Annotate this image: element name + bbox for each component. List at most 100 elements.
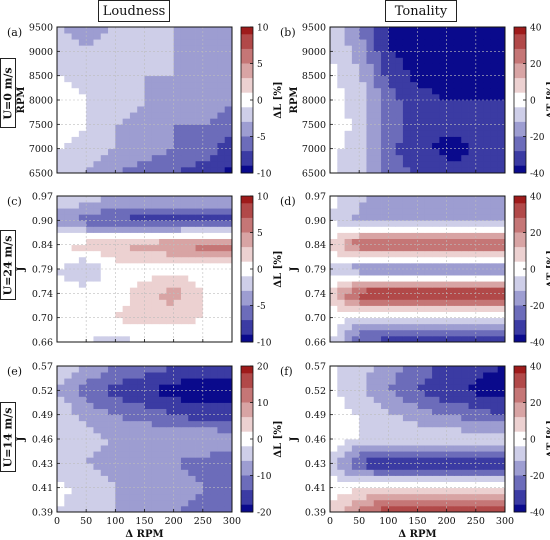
colorbar-segment bbox=[514, 261, 526, 270]
heatmap-cell bbox=[453, 214, 462, 221]
heatmap-cell bbox=[188, 208, 196, 215]
heatmap-cell bbox=[64, 493, 72, 501]
heatmap-cell bbox=[402, 33, 411, 40]
colorbar-segment bbox=[241, 269, 253, 277]
heatmap-cell bbox=[373, 402, 382, 409]
heatmap-cell bbox=[122, 208, 131, 215]
heatmap-cell bbox=[129, 323, 138, 331]
heatmap-cell bbox=[57, 493, 65, 501]
heatmap-cell bbox=[381, 487, 389, 495]
heatmap-cell bbox=[330, 487, 338, 495]
heatmap-cell bbox=[446, 408, 455, 416]
heatmap-cell bbox=[144, 329, 153, 337]
heatmap-cell bbox=[86, 505, 94, 513]
heatmap-cell bbox=[166, 81, 175, 89]
heatmap-cell bbox=[129, 487, 138, 495]
heatmap-cell bbox=[195, 329, 204, 337]
heatmap-cell bbox=[180, 402, 189, 409]
heatmap-cell bbox=[330, 469, 338, 476]
heatmap-cell bbox=[424, 499, 433, 507]
heatmap-cell bbox=[330, 93, 338, 101]
heatmap-cell bbox=[137, 256, 145, 264]
heatmap-cell bbox=[461, 463, 469, 470]
heatmap-cell bbox=[366, 63, 375, 70]
heatmap-cell bbox=[497, 305, 506, 312]
heatmap-cell bbox=[366, 299, 375, 306]
heatmap-cell bbox=[122, 487, 131, 495]
heatmap-cell bbox=[108, 445, 116, 452]
y-tick-label: 9500 bbox=[29, 23, 53, 34]
heatmap-cell bbox=[115, 299, 124, 306]
heatmap-cell bbox=[395, 505, 404, 513]
heatmap-cell bbox=[115, 475, 124, 482]
heatmap-cell bbox=[93, 106, 102, 113]
heatmap-cell bbox=[64, 390, 72, 397]
heatmap-cell bbox=[115, 130, 124, 137]
heatmap-cell bbox=[166, 238, 175, 246]
heatmap-cell bbox=[330, 130, 338, 137]
heatmap-cell bbox=[93, 372, 102, 379]
heatmap-cell bbox=[337, 112, 345, 119]
heatmap-cell bbox=[115, 208, 124, 215]
heatmap-cell bbox=[432, 63, 440, 70]
heatmap-cell bbox=[210, 384, 218, 391]
heatmap-cell bbox=[159, 244, 167, 252]
heatmap-cell bbox=[439, 269, 448, 276]
heatmap-cell bbox=[151, 396, 160, 403]
heatmap-cell bbox=[461, 287, 469, 294]
heatmap-cell bbox=[337, 160, 345, 168]
heatmap-cell bbox=[424, 202, 433, 209]
panel-letter: (b) bbox=[280, 26, 296, 39]
heatmap-cell bbox=[224, 323, 233, 331]
colorbar-segment bbox=[514, 27, 526, 35]
heatmap-cell bbox=[453, 305, 462, 312]
colorbar-segment bbox=[241, 312, 253, 321]
heatmap-cell bbox=[359, 487, 367, 495]
heatmap-cell bbox=[137, 329, 145, 337]
heatmap-cell bbox=[93, 463, 102, 470]
heatmap-cell bbox=[432, 238, 440, 246]
heatmap-cell bbox=[210, 214, 218, 221]
heatmap-cell bbox=[180, 451, 189, 458]
heatmap-cell bbox=[122, 408, 131, 416]
heatmap-cell bbox=[366, 275, 375, 282]
heatmap-cell bbox=[424, 160, 433, 168]
heatmap-cell bbox=[137, 118, 145, 125]
heatmap-cell bbox=[337, 142, 345, 150]
heatmap-cell bbox=[351, 148, 360, 156]
heatmap-cell bbox=[475, 57, 484, 64]
heatmap-cell bbox=[210, 505, 218, 513]
heatmap-cell bbox=[366, 481, 375, 489]
heatmap-cell bbox=[144, 299, 153, 306]
heatmap-cell bbox=[151, 299, 160, 306]
heatmap-cell bbox=[359, 366, 367, 373]
heatmap-cell bbox=[402, 51, 411, 58]
heatmap-cell bbox=[497, 63, 506, 70]
heatmap-cell bbox=[417, 226, 426, 233]
heatmap-cell bbox=[395, 63, 404, 70]
heatmap-cell bbox=[129, 69, 138, 77]
heatmap-cell bbox=[64, 226, 72, 233]
heatmap-cell bbox=[100, 420, 109, 428]
panel-1 bbox=[329, 26, 527, 174]
heatmap-cell bbox=[224, 372, 233, 379]
heatmap-cell bbox=[173, 372, 182, 379]
heatmap-cell bbox=[424, 106, 433, 113]
x-axis-label: Δ RPM bbox=[125, 529, 163, 540]
heatmap-cell bbox=[402, 244, 411, 252]
heatmap-cell bbox=[344, 414, 353, 422]
heatmap-cell bbox=[71, 27, 80, 34]
heatmap-cell bbox=[151, 457, 160, 464]
heatmap-cell bbox=[446, 378, 455, 385]
heatmap-cell bbox=[180, 275, 189, 282]
heatmap-cell bbox=[122, 220, 131, 227]
heatmap-cell bbox=[100, 69, 109, 77]
heatmap-cell bbox=[159, 160, 167, 168]
heatmap-cell bbox=[490, 154, 499, 162]
heatmap-cell bbox=[402, 93, 411, 101]
heatmap-cell bbox=[424, 305, 433, 312]
heatmap-cell bbox=[78, 287, 87, 294]
heatmap-cell bbox=[410, 445, 418, 452]
heatmap-cell bbox=[137, 202, 145, 209]
heatmap-cell bbox=[210, 57, 218, 64]
